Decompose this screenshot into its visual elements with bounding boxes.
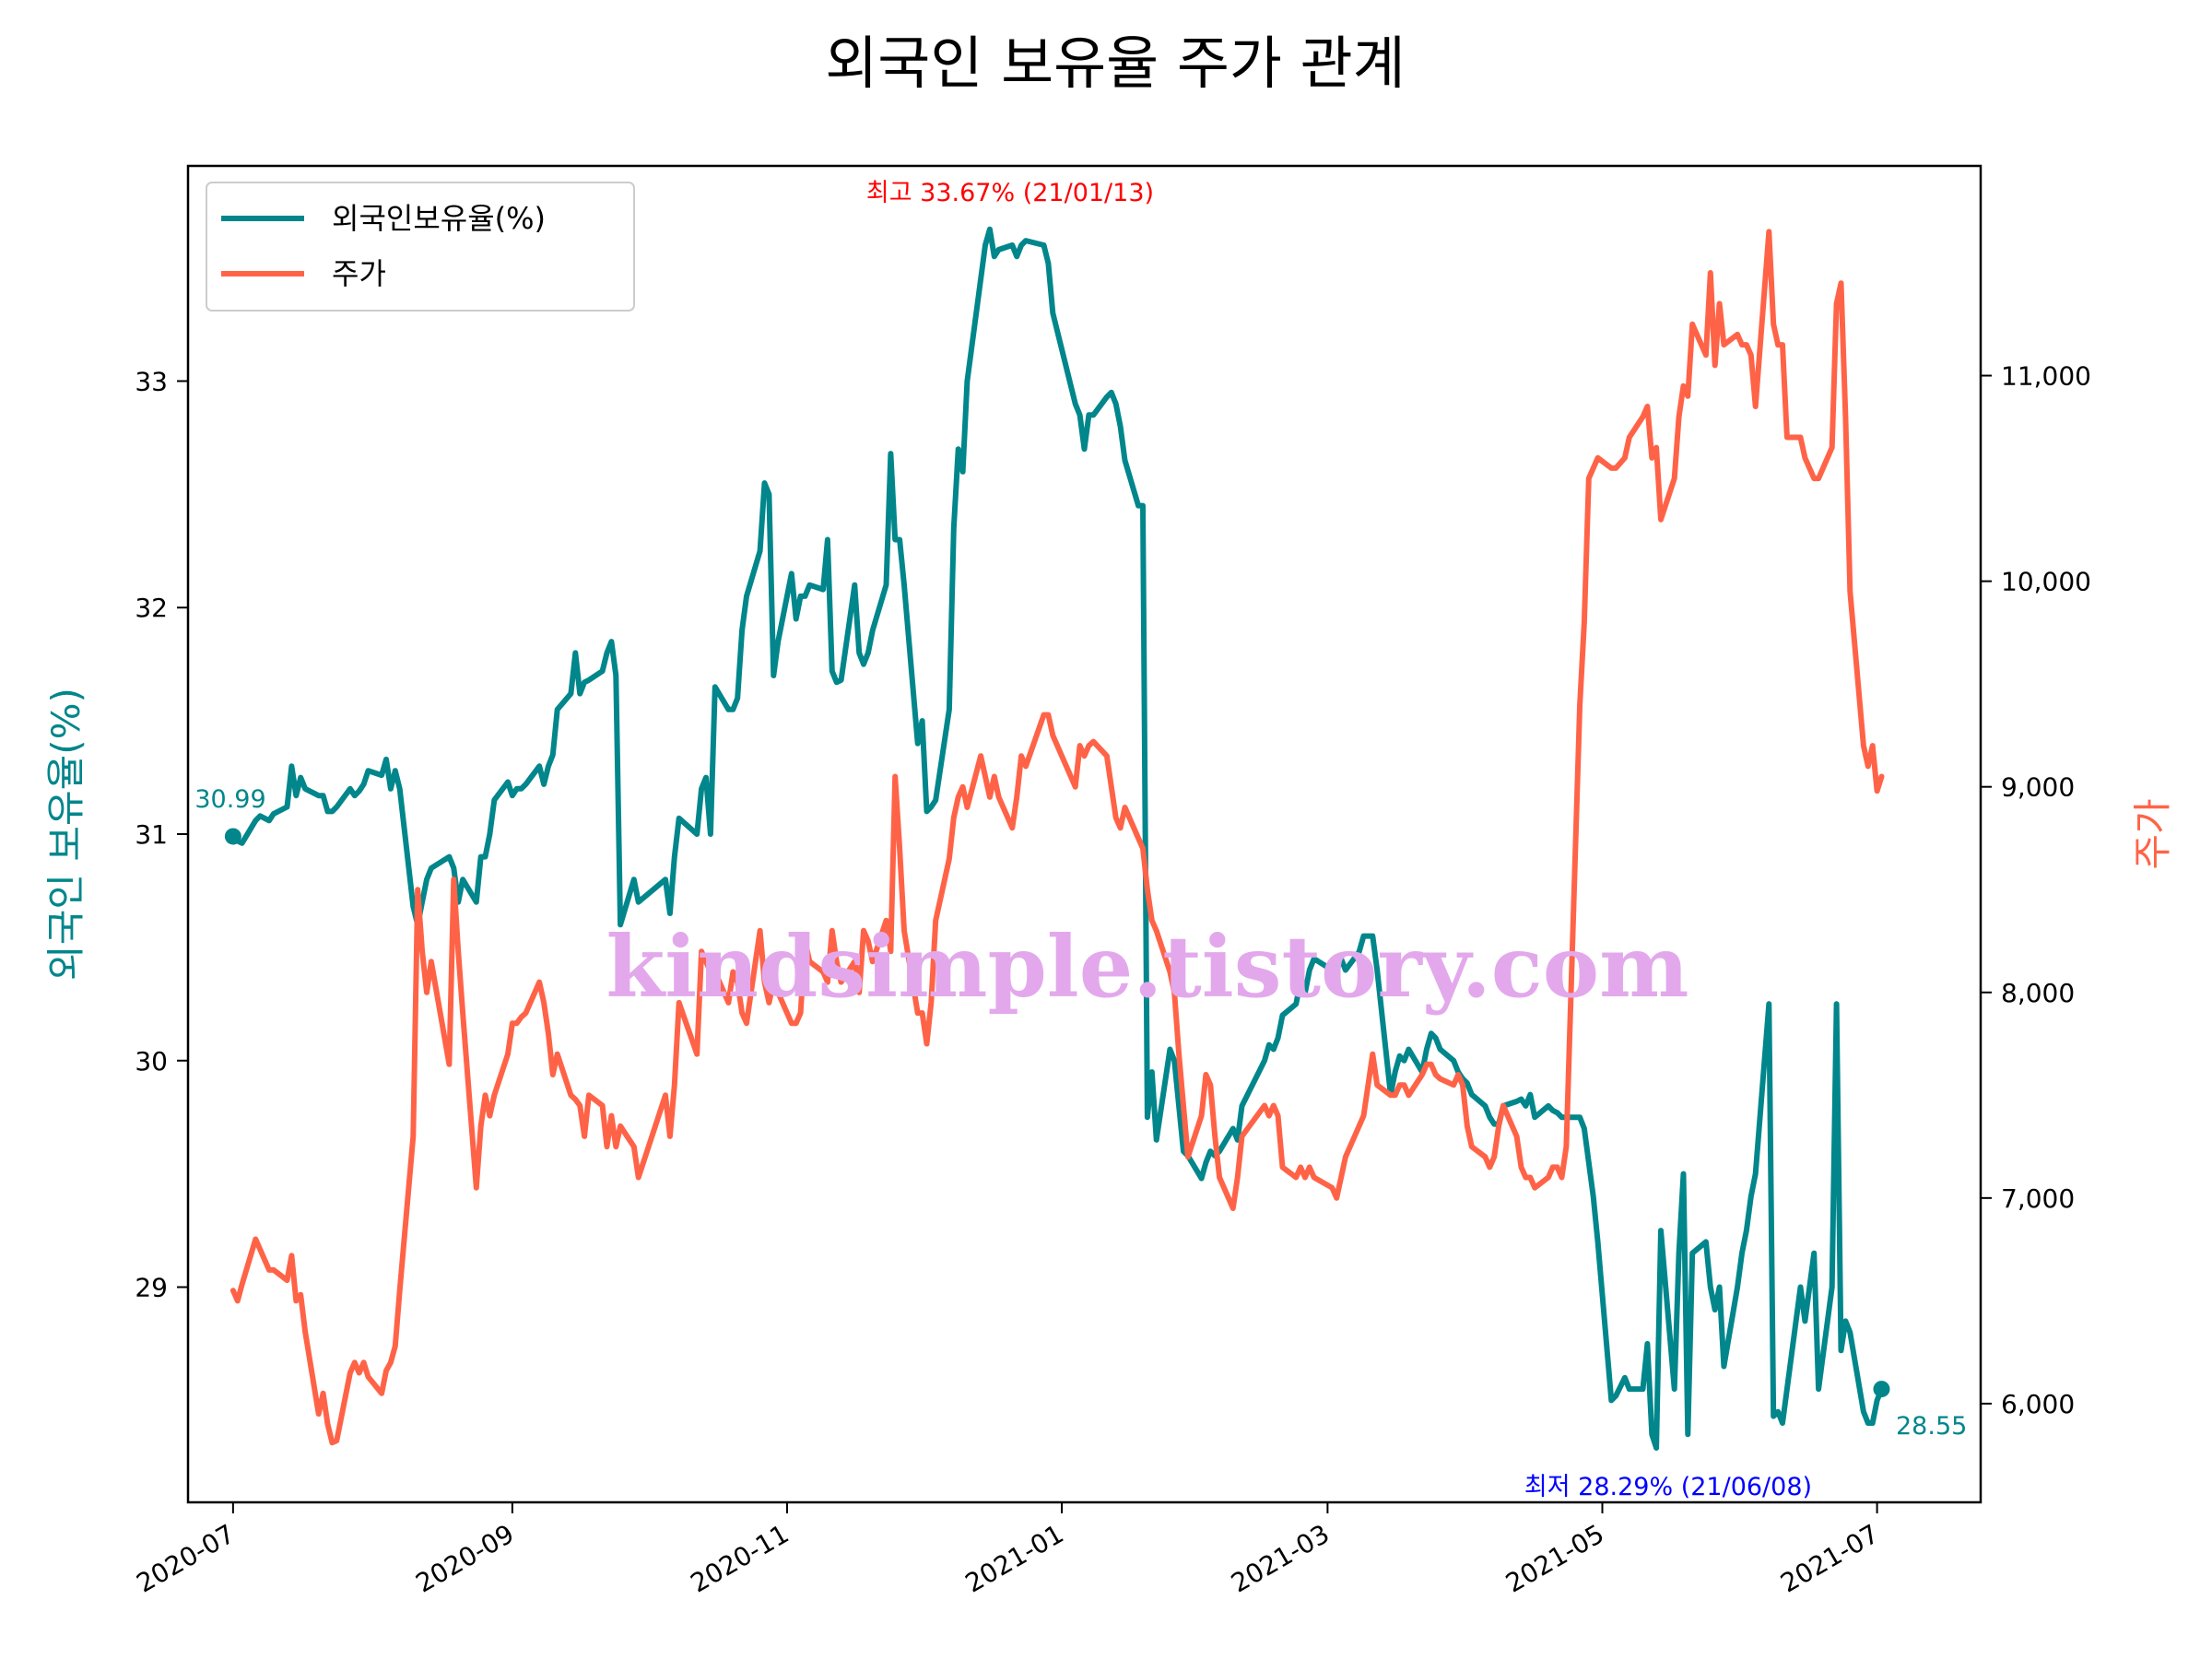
max-annotation: 최고 33.67% (21/01/13) <box>866 179 1154 207</box>
y-right-tick-label: 7,000 <box>2001 1183 2075 1214</box>
start-value-label: 30.99 <box>194 785 265 814</box>
y-left-tick-label: 32 <box>135 593 168 623</box>
y-right-tick-label: 10,000 <box>2001 567 2091 597</box>
y-right-tick-label: 8,000 <box>2001 978 2075 1008</box>
series-line-foreign-ownership <box>229 226 1885 1451</box>
watermark: kindsimple.tistory.com <box>606 917 1688 1017</box>
x-tick-label: 2021-07 <box>1775 1518 1884 1598</box>
x-tick-label: 2020-09 <box>411 1518 520 1598</box>
x-tick-label: 2020-07 <box>132 1518 241 1598</box>
end-marker <box>1873 1381 1890 1398</box>
y-axis-label-right: 주가 <box>2130 798 2175 869</box>
y-right-tick-label: 11,000 <box>2001 361 2091 392</box>
x-tick-label: 2021-01 <box>960 1518 1069 1598</box>
legend-label-foreign: 외국인보유율(%) <box>332 201 546 236</box>
end-value-label: 28.55 <box>1896 1412 1967 1441</box>
y-right-tick-label: 6,000 <box>2001 1389 2075 1419</box>
y-left-tick-label: 33 <box>135 366 168 396</box>
y-right-tick-label: 9,000 <box>2001 772 2075 803</box>
series-line-stock-price <box>229 229 1885 1446</box>
x-tick-label: 2020-11 <box>686 1518 794 1598</box>
chart-title: 외국인 보유율 주가 관계 <box>825 29 1406 97</box>
y-left-tick-label: 30 <box>135 1046 168 1077</box>
legend-label-price: 주가 <box>332 256 386 291</box>
start-marker <box>224 828 241 845</box>
x-tick-label: 2021-05 <box>1500 1518 1609 1598</box>
x-tick-label: 2021-03 <box>1226 1518 1335 1598</box>
min-annotation: 최저 28.29% (21/06/08) <box>1524 1473 1812 1501</box>
y-left-tick-label: 31 <box>135 819 168 850</box>
y-axis-label-left: 외국인 보유율(%) <box>43 688 88 981</box>
legend: 외국인보유율(%) 주가 <box>206 182 635 312</box>
legend-box <box>206 182 635 312</box>
y-left-tick-label: 29 <box>135 1273 168 1303</box>
